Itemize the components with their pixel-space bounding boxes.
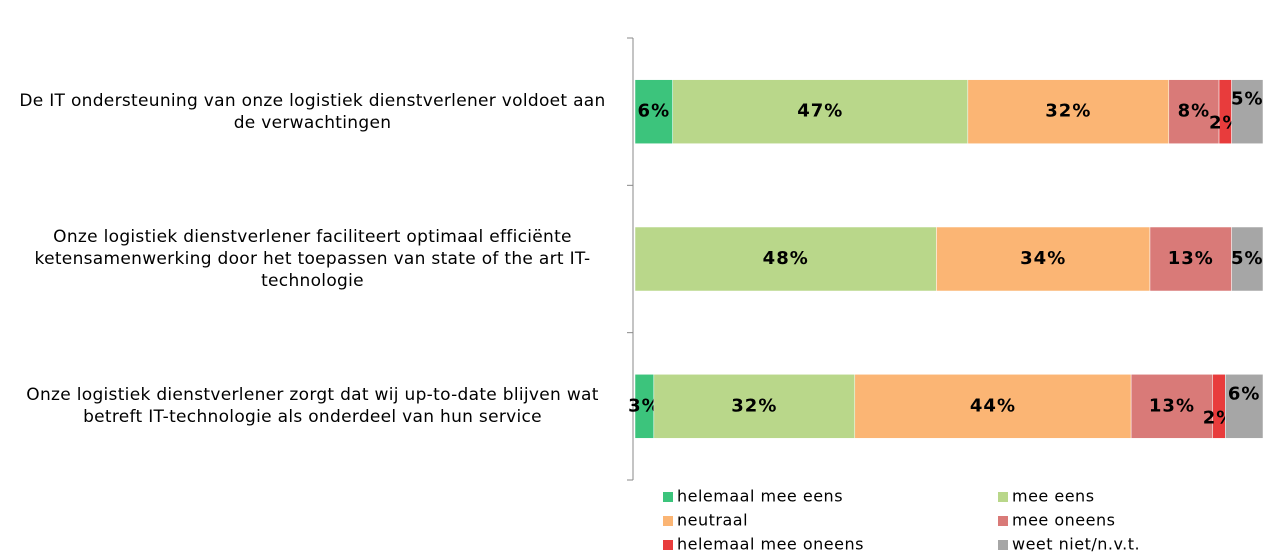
bar-segment <box>1231 79 1264 144</box>
legend-label: mee oneens <box>1012 511 1115 530</box>
legend-label: helemaal mee oneens <box>677 535 864 554</box>
bar-segment <box>1225 374 1264 439</box>
data-label: 13% <box>1149 395 1195 416</box>
legend-label: neutraal <box>677 511 748 530</box>
legend-swatch <box>663 516 673 526</box>
bar-segment <box>854 374 1132 439</box>
data-label: 5% <box>1231 248 1264 269</box>
bar-segment <box>634 226 937 292</box>
bar-segment <box>1168 79 1220 144</box>
category-label: Onze logistiek dienstverlener zorgt dat … <box>26 385 599 428</box>
data-label: 48% <box>763 248 809 269</box>
category-label: De IT ondersteuning van onze logistiek d… <box>19 90 606 133</box>
bar-segment <box>1130 374 1214 439</box>
legend-swatch <box>663 492 673 502</box>
legend-swatch <box>998 492 1008 502</box>
data-label: 34% <box>1020 248 1066 269</box>
data-label: 32% <box>731 395 777 416</box>
data-label: 6% <box>1228 383 1261 404</box>
bar-segment <box>967 79 1170 144</box>
bar-segment <box>634 79 673 144</box>
legend-label: helemaal mee eens <box>677 487 843 506</box>
legend-swatch <box>998 540 1008 550</box>
data-label: 3% <box>628 395 661 416</box>
bar-segment <box>1212 374 1226 439</box>
legend-label: weet niet/n.v.t. <box>1012 535 1140 554</box>
data-label: 6% <box>638 101 671 122</box>
bar-segment <box>936 226 1151 292</box>
data-label: 8% <box>1178 101 1211 122</box>
bar-segment <box>1231 226 1264 292</box>
legend-swatch <box>663 540 673 550</box>
data-label: 47% <box>797 101 843 122</box>
bar-segment <box>1218 79 1232 144</box>
data-label: 44% <box>970 395 1016 416</box>
legend-label: mee eens <box>1012 487 1095 506</box>
data-label: 32% <box>1045 101 1091 122</box>
data-label: 13% <box>1168 248 1214 269</box>
bar-segment <box>1149 226 1232 292</box>
legend-swatch <box>998 516 1008 526</box>
category-label: Onze logistiek dienstverlener faciliteer… <box>34 227 591 291</box>
data-label: 5% <box>1231 89 1264 110</box>
bar-segment <box>672 79 969 144</box>
bar-segment <box>653 374 856 439</box>
